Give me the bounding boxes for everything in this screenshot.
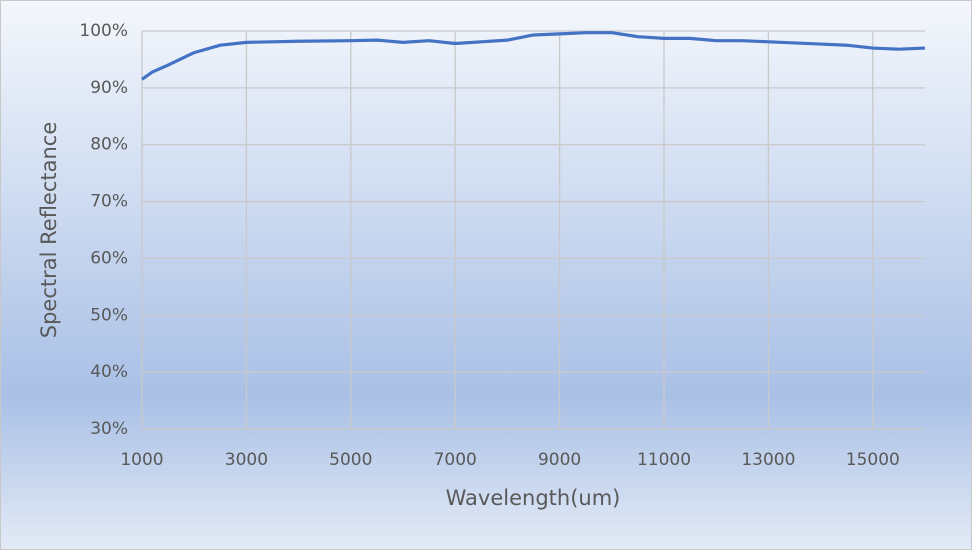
x-tick-label: 11000 [637,450,691,470]
x-tick-label: 5000 [329,450,372,470]
data-line [141,31,926,81]
y-tick-label: 50% [90,305,128,325]
x-tick-label: 15000 [846,450,900,470]
x-tick-label: 3000 [225,450,268,470]
y-tick-label: 70% [90,192,128,212]
x-tick-label: 1000 [120,450,163,470]
y-tick-label: 100% [79,21,128,41]
y-axis-title: Spectral Reflectance [37,122,61,339]
y-tick-label: 30% [90,419,128,439]
y-tick-label: 40% [90,362,128,382]
x-axis-title: Wavelength(um) [446,486,621,510]
y-tick-label: 60% [90,248,128,268]
x-tick-label: 7000 [434,450,477,470]
x-tick-label: 9000 [538,450,581,470]
y-tick-label: 90% [90,78,128,98]
x-tick-label: 13000 [741,450,795,470]
y-tick-label: 80% [90,135,128,155]
